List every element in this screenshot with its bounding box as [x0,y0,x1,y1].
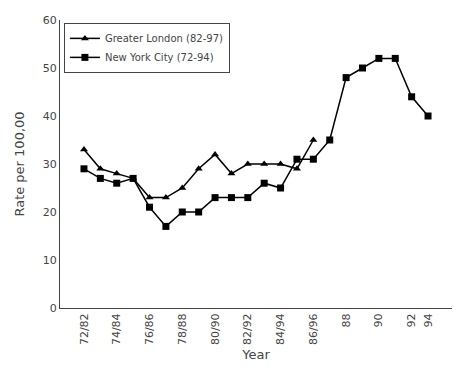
svg-text:10: 10 [43,254,57,267]
svg-text:76/86: 76/86 [143,313,156,345]
svg-text:82/92: 82/92 [241,313,254,345]
svg-text:Rate per 100,00: Rate per 100,00 [12,111,27,216]
svg-text:74/84: 74/84 [110,313,123,345]
svg-text:Year: Year [241,347,270,362]
svg-text:Greater London (82-97): Greater London (82-97) [105,33,223,44]
svg-text:New York City (72-94): New York City (72-94) [105,52,214,63]
svg-text:86/96: 86/96 [307,313,320,345]
svg-text:78/88: 78/88 [176,313,189,345]
svg-text:72/82: 72/82 [78,313,91,345]
svg-text:90: 90 [372,313,385,327]
svg-text:0: 0 [50,302,57,315]
svg-text:94: 94 [422,313,435,327]
svg-text:20: 20 [43,206,57,219]
svg-text:80/90: 80/90 [209,313,222,345]
svg-text:40: 40 [43,110,57,123]
svg-text:92: 92 [405,313,418,327]
svg-text:60: 60 [43,14,57,27]
svg-text:88: 88 [340,313,353,327]
svg-text:30: 30 [43,158,57,171]
svg-text:84/94: 84/94 [274,313,287,345]
svg-text:50: 50 [43,62,57,75]
